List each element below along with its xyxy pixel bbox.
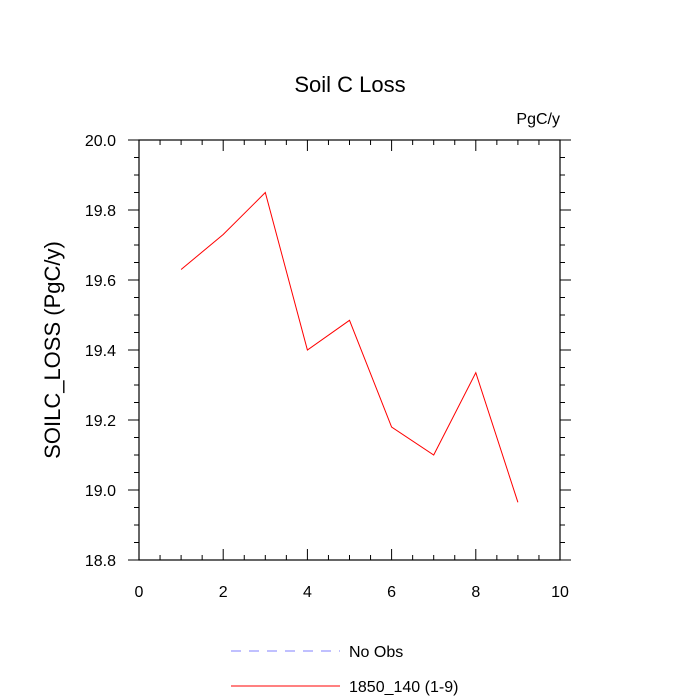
- y-tick-label: 19.2: [85, 413, 116, 430]
- series-layer: [180, 191, 519, 503]
- y-tick-label: 18.8: [85, 553, 116, 570]
- x-tick-label: 6: [387, 584, 396, 601]
- legend-label: 1850_140 (1-9): [349, 679, 458, 696]
- units-label: PgC/y: [516, 111, 560, 128]
- plot-frame: [138, 139, 561, 561]
- y-tick-label: 19.0: [85, 483, 116, 500]
- chart-title: Soil C Loss: [294, 72, 405, 97]
- y-tick-label: 19.6: [85, 273, 116, 290]
- x-tick-label: 10: [551, 584, 569, 601]
- y-tick-label: 20.0: [85, 133, 116, 150]
- x-tick-label: 8: [471, 584, 480, 601]
- series-line: [180, 191, 519, 503]
- x-tick-label: 0: [135, 584, 144, 601]
- legend-label: No Obs: [349, 644, 403, 661]
- y-tick-label: 19.8: [85, 203, 116, 220]
- legend: No Obs 1850_140 (1-9): [231, 644, 458, 696]
- x-tick-label: 4: [303, 584, 312, 601]
- y-tick-label: 19.4: [85, 343, 116, 360]
- x-tick-label: 2: [219, 584, 228, 601]
- axis-ticks: 0 2 4 6 8 10 18.8 19.0 19.2 19.4 19.6 19.8 20.0: [85, 133, 571, 601]
- y-axis-label: SOILC_LOSS (PgC/y): [40, 241, 65, 459]
